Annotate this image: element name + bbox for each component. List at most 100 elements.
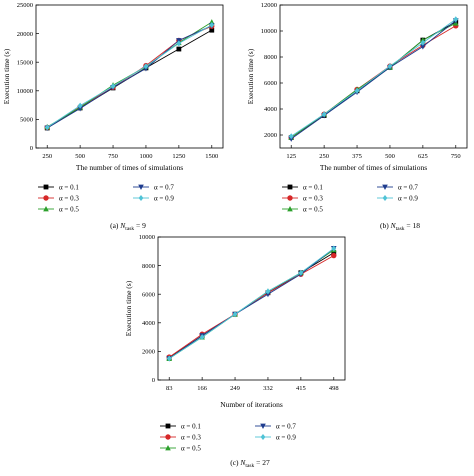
x-tick-label: 750 (451, 153, 461, 160)
plot-frame (157, 236, 346, 381)
data-point (176, 46, 182, 52)
series-line (46, 24, 212, 128)
x-tick-label: 500 (75, 153, 85, 160)
legend-label: α = 0.7 (154, 184, 174, 192)
legend-marker (165, 434, 171, 440)
x-axis-title: Number of iterations (220, 400, 283, 409)
y-tick-label: 2000 (142, 349, 155, 356)
data-point (199, 334, 205, 341)
legend-marker (287, 206, 293, 212)
data-point (420, 39, 426, 46)
x-tick-label: 250 (319, 153, 329, 160)
y-tick-label: 0 (30, 145, 33, 152)
legend-marker (43, 206, 49, 212)
y-axis-title: Execution time (s) (246, 48, 255, 104)
y-tick-label: 10000 (17, 88, 33, 95)
legend-label: α = 0.9 (276, 434, 296, 442)
y-tick-label: 5000 (20, 117, 33, 124)
y-axis-title: Execution time (s) (124, 280, 133, 336)
y-tick-label: 10000 (139, 234, 155, 241)
legend-label: α = 0.5 (181, 445, 201, 453)
panel-caption: (c) Ntask = 27 (230, 458, 270, 469)
y-tick-label: 8000 (264, 54, 277, 61)
series-line (168, 248, 335, 359)
y-tick-label: 8000 (142, 263, 155, 270)
legend-label: α = 0.7 (398, 184, 418, 192)
y-tick-label: 0 (152, 377, 155, 384)
legend: α = 0.1 α = 0.7 α = 0.3 α = 0.9 α = 0.5 (160, 423, 296, 453)
legend-label: α = 0.5 (303, 206, 323, 214)
legend-label: α = 0.3 (181, 434, 201, 442)
legend-marker (382, 184, 388, 190)
legend-label: α = 0.3 (303, 195, 323, 203)
y-tick-label: 25000 (17, 2, 33, 9)
data-point (387, 63, 393, 70)
x-axis-title: The number of times of simulations (76, 163, 183, 172)
data-point (420, 44, 426, 50)
data-point (176, 40, 182, 47)
data-point (331, 245, 337, 252)
x-tick-label: 1000 (139, 153, 152, 160)
x-tick-label: 625 (418, 153, 428, 160)
data-point (288, 133, 294, 140)
y-tick-label: 12000 (261, 2, 277, 9)
legend-marker (287, 184, 293, 190)
panel-caption: (b) Ntask = 18 (380, 221, 420, 232)
legend-marker (43, 184, 49, 190)
data-point (331, 252, 337, 259)
series-line (290, 18, 457, 137)
series-line (46, 25, 212, 129)
x-tick-label: 125 (286, 153, 296, 160)
data-point (321, 111, 327, 118)
y-tick-label: 15000 (17, 59, 33, 66)
series-line (168, 248, 335, 359)
y-tick-label: 6000 (264, 80, 277, 87)
chart-panel-1: 2000 4000 6000 8000 10000 12000 125 250 375 500 62… (246, 2, 468, 232)
x-tick-label: 750 (108, 153, 118, 160)
x-tick-label: 250 (42, 153, 52, 160)
y-tick-label: 2000 (264, 132, 277, 139)
legend-label: α = 0.3 (59, 195, 79, 203)
data-point (110, 83, 116, 90)
x-tick-label: 332 (263, 385, 273, 392)
x-tick-label: 83 (166, 385, 173, 392)
series-line (290, 20, 457, 140)
y-tick-label: 4000 (264, 106, 277, 113)
legend: α = 0.1 α = 0.7 α = 0.3 α = 0.9 α = 0.5 (282, 184, 418, 214)
legend-marker (382, 195, 388, 201)
legend-marker (287, 195, 293, 201)
legend-marker (165, 423, 171, 429)
legend-label: α = 0.7 (276, 423, 296, 431)
legend: α = 0.1 α = 0.7 α = 0.3 α = 0.9 α = 0.5 (38, 184, 174, 214)
data-point (77, 106, 83, 112)
data-point (265, 291, 271, 298)
data-point (166, 355, 172, 362)
data-point (209, 22, 215, 29)
legend-marker (165, 445, 171, 451)
y-tick-label: 20000 (17, 31, 33, 38)
legend-label: α = 0.1 (59, 184, 79, 192)
data-point (44, 124, 50, 131)
legend-label: α = 0.9 (398, 195, 418, 203)
legend-marker (43, 195, 49, 201)
series-line (168, 255, 335, 358)
y-tick-label: 4000 (142, 320, 155, 327)
x-axis-title: The number of times of simulations (320, 163, 427, 172)
data-point (453, 16, 459, 23)
x-tick-label: 1500 (205, 153, 218, 160)
data-point (209, 27, 215, 33)
y-tick-label: 10000 (261, 28, 277, 35)
x-tick-label: 166 (197, 385, 208, 392)
data-point (143, 63, 149, 70)
data-point (354, 87, 360, 94)
x-tick-label: 1250 (172, 153, 185, 160)
data-point (77, 102, 83, 109)
data-point (265, 288, 271, 295)
x-tick-label: 415 (296, 385, 306, 392)
x-tick-label: 500 (385, 153, 395, 160)
x-tick-label: 249 (230, 385, 240, 392)
data-point (298, 269, 304, 276)
y-tick-label: 6000 (142, 291, 155, 298)
legend-label: α = 0.9 (154, 195, 174, 203)
